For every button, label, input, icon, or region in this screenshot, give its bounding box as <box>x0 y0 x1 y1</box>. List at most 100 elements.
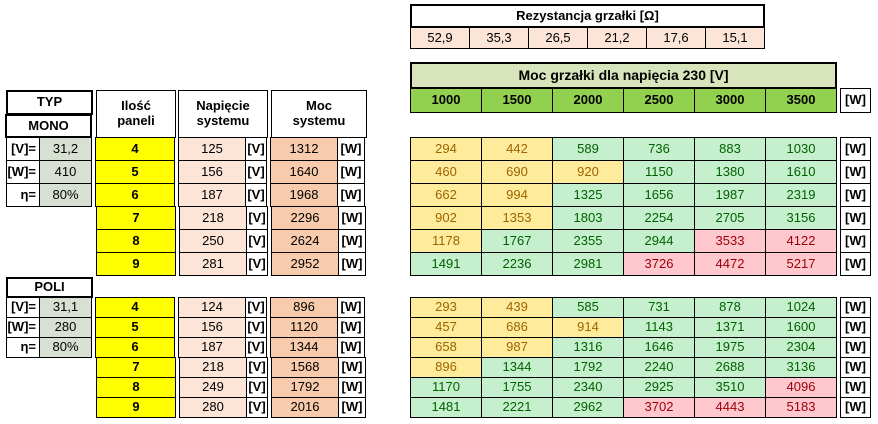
unit-w-cell: [W] <box>840 337 871 358</box>
panel-count-cell: 9 <box>96 252 176 276</box>
matrix-value-cell: 2962 <box>552 397 624 418</box>
voltage-value-cell: 125 <box>178 137 246 161</box>
matrix-value-cell: 3156 <box>765 206 837 230</box>
matrix-value-cell: 731 <box>623 297 695 318</box>
panel-count-cell: 4 <box>95 137 175 161</box>
matrix-value-cell: 2705 <box>694 206 766 230</box>
matrix-value-cell: 3702 <box>623 397 695 418</box>
panel-count-cell: 9 <box>96 397 176 418</box>
unit-v-cell: [V] <box>246 357 268 378</box>
matrix-value-cell: 686 <box>481 317 553 338</box>
spec-label-cell: [W]= <box>6 317 40 338</box>
matrix-value-cell: 1024 <box>765 297 837 318</box>
matrix-value-cell: 2925 <box>623 377 695 398</box>
mono-table-row: η= 80% 6 187 [V] 1968 [W] <box>6 183 366 207</box>
unit-v-cell: [V] <box>246 377 268 398</box>
matrix-value-cell: 1792 <box>552 357 624 378</box>
matrix-value-cell: 1170 <box>410 377 482 398</box>
unit-w-cell: [W] <box>840 137 871 161</box>
unit-w-cell: [W] <box>840 317 871 338</box>
matrix-value-cell: 1656 <box>623 183 695 207</box>
unit-v-cell: [V] <box>245 317 267 338</box>
unit-v-cell: [V] <box>245 337 267 358</box>
typ-header-cell: TYP <box>6 90 93 115</box>
power-value-cell: 1312 <box>270 137 338 161</box>
resistance-value-cell: 15,1 <box>705 27 765 49</box>
unit-w-cell: [W] <box>337 160 365 184</box>
power-value-cell: 1344 <box>270 337 338 358</box>
spacer <box>6 206 40 230</box>
panel-count-cell: 7 <box>96 206 176 230</box>
matrix-value-cell: 5217 <box>765 252 837 276</box>
unit-v-cell: [V] <box>245 137 267 161</box>
voltage-value-cell: 187 <box>178 337 246 358</box>
resistance-title-cell: Rezystancja grzałki [Ω] <box>410 4 765 28</box>
matrix-value-cell: 878 <box>694 297 766 318</box>
spec-value-cell: 31,2 <box>39 137 92 161</box>
unit-w-cell: [W] <box>840 377 871 398</box>
matrix-value-cell: 2355 <box>552 229 624 253</box>
spacer <box>40 377 93 398</box>
matrix-value-cell: 658 <box>410 337 482 358</box>
unit-v-cell: [V] <box>246 229 268 253</box>
unit-v-cell: [V] <box>246 252 268 276</box>
matrix-value-cell: 736 <box>623 137 695 161</box>
resistance-value-cell: 17,6 <box>646 27 706 49</box>
spacer <box>6 252 40 276</box>
matrix-value-cell: 2981 <box>552 252 624 276</box>
panel-count-cell: 8 <box>96 377 176 398</box>
matrix-value-cell: 2236 <box>481 252 553 276</box>
matrix-value-cell: 1178 <box>410 229 482 253</box>
power-value-cell: 2016 <box>271 397 339 418</box>
voltage-value-cell: 124 <box>178 297 246 318</box>
poli-matrix: 293 439 585 731 878 1024 [W] 457 686 914 1143 1371 1… <box>410 297 871 418</box>
power-value-cell: 2952 <box>271 252 339 276</box>
matrix-value-cell: 1610 <box>765 160 837 184</box>
spacer <box>40 357 93 378</box>
unit-w-cell: [W] <box>338 397 366 418</box>
poli-table-row: 7 218 [V] 1568 [W] <box>6 357 366 378</box>
mono-left-rows: [V]= 31,2 4 125 [V] 1312 [W] [W]= 410 5 156 [V] 1640… <box>6 137 366 276</box>
poli-matrix-row: 1481 2221 2962 3702 4443 5183 [W] <box>410 397 871 418</box>
mono-matrix-row: 294 442 589 736 883 1030 [W] <box>410 137 871 161</box>
power-column-header: Moc systemu <box>271 90 367 138</box>
unit-w-cell: [W] <box>840 297 871 318</box>
matrix-value-cell: 439 <box>481 297 553 318</box>
unit-w-cell: [W] <box>840 88 871 113</box>
panel-count-cell: 5 <box>95 317 175 338</box>
power-value-cell: 1968 <box>270 183 338 207</box>
unit-w-cell: [W] <box>338 357 366 378</box>
resistance-value-cell: 35,3 <box>469 27 529 49</box>
matrix-value-cell: 5183 <box>765 397 837 418</box>
matrix-value-cell: 2319 <box>765 183 837 207</box>
power-value-cell: 2296 <box>271 206 339 230</box>
panels-column-header: Ilość paneli <box>96 90 176 138</box>
mono-matrix-row: 662 994 1325 1656 1987 2319 [W] <box>410 183 871 207</box>
poli-left-rows: [V]= 31,1 4 124 [V] 896 [W] [W]= 280 5 156 [V] 1120[… <box>6 297 366 418</box>
matrix-value-cell: 2340 <box>552 377 624 398</box>
resistance-values-row: 52,9 35,3 26,5 21,2 17,6 15,1 <box>410 27 765 49</box>
matrix-value-cell: 1030 <box>765 137 837 161</box>
unit-w-cell: [W] <box>840 160 871 184</box>
panel-count-cell: 5 <box>95 160 175 184</box>
matrix-value-cell: 1987 <box>694 183 766 207</box>
power-value-cell: 2624 <box>271 229 339 253</box>
power-rating-header-cell: 2500 <box>623 88 695 113</box>
poli-matrix-row: 1170 1755 2340 2925 3510 4096 [W] <box>410 377 871 398</box>
matrix-value-cell: 1380 <box>694 160 766 184</box>
voltage-value-cell: 187 <box>178 183 246 207</box>
power-value-cell: 1640 <box>270 160 338 184</box>
resistance-table: Rezystancja grzałki [Ω] 52,9 35,3 26,5 21,2… <box>410 4 765 49</box>
unit-w-cell: [W] <box>337 183 365 207</box>
matrix-value-cell: 896 <box>410 357 482 378</box>
mono-table-row: 7 218 [V] 2296 [W] <box>6 206 366 230</box>
matrix-value-cell: 994 <box>481 183 553 207</box>
mono-matrix-row: 1178 1767 2355 2944 3533 4122 [W] <box>410 229 871 253</box>
spec-label-cell: [W]= <box>6 160 40 184</box>
spacer <box>6 229 40 253</box>
power-rating-header-cell: 3500 <box>765 88 837 113</box>
poli-table-row: [V]= 31,1 4 124 [V] 896 [W] <box>6 297 366 318</box>
matrix-value-cell: 920 <box>552 160 624 184</box>
power-header-row: 1000 1500 2000 2500 3000 3500 [W] <box>410 88 871 113</box>
poli-table-row: η= 80% 6 187 [V] 1344 [W] <box>6 337 366 358</box>
